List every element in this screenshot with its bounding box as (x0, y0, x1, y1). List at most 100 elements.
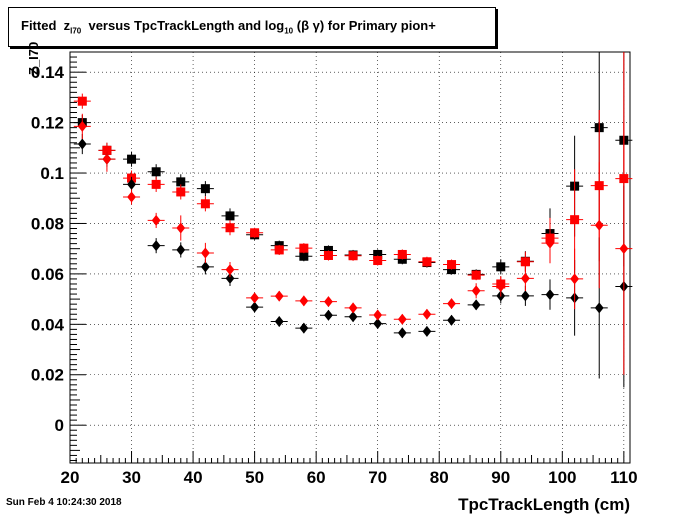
x-tick-label: 80 (430, 468, 449, 487)
grid (70, 52, 630, 463)
data-point-diamond (397, 327, 407, 339)
data-point-diamond (77, 138, 87, 150)
data-point-diamond (176, 222, 186, 234)
data-point-diamond (127, 178, 136, 190)
data-point-diamond (348, 302, 358, 314)
data-point-diamond (619, 243, 629, 255)
chart-title-box: Fitted zI70 versus TpcTrackLength and lo… (8, 7, 496, 47)
data-point-square (348, 251, 358, 261)
data-point-square (77, 96, 87, 106)
y-tick-label: 0.04 (31, 315, 65, 334)
data-point-square (447, 260, 457, 270)
data-point-diamond (324, 296, 333, 308)
data-point-square (373, 256, 383, 266)
data-point-square (373, 249, 383, 259)
data-point-diamond (176, 244, 186, 256)
x-tick-label: 100 (548, 468, 576, 487)
y-tick-label: 0 (55, 416, 64, 435)
data-point-diamond (151, 240, 161, 252)
data-point-diamond (250, 301, 260, 313)
y-tick-label: 0.06 (31, 265, 64, 284)
x-tick-label: 40 (184, 468, 203, 487)
data-point-diamond (200, 261, 210, 273)
data-point-square (127, 154, 137, 164)
data-point-square (496, 262, 506, 272)
title-suffix: (β γ) for Primary pion+ (293, 18, 436, 33)
y-axis-label: Z_I70 (26, 42, 41, 75)
data-point-square (299, 251, 309, 261)
data-point-square (250, 228, 260, 238)
data-point-diamond (594, 302, 604, 314)
data-point-square (151, 179, 161, 189)
data-point-diamond (496, 280, 506, 292)
data-point-diamond (127, 191, 136, 203)
data-point-diamond (151, 214, 161, 226)
data-point-diamond (373, 309, 383, 321)
data-point-diamond (225, 264, 235, 276)
x-tick-label: 110 (610, 468, 637, 487)
data-point-diamond (324, 309, 333, 321)
y-tick-label: 0.1 (40, 164, 64, 183)
x-tick-label: 30 (122, 468, 141, 487)
data-point-square (176, 177, 186, 187)
data-point-diamond (570, 273, 580, 285)
y-tick-label: 0.08 (31, 214, 64, 233)
data-point-diamond (545, 289, 555, 301)
data-point-square (200, 199, 210, 209)
data-point-diamond (422, 325, 432, 337)
timestamp-footer: Sun Feb 4 10:24:30 2018 (6, 497, 122, 508)
data-point-square (397, 249, 407, 259)
x-tick-label: 90 (491, 468, 510, 487)
x-tick-label: 50 (245, 468, 264, 487)
series-1 (73, 52, 633, 330)
data-point-diamond (200, 247, 210, 259)
data-point-diamond (520, 272, 530, 284)
data-point-diamond (422, 308, 432, 320)
data-point-diamond (594, 219, 604, 231)
title-middle: versus TpcTrackLength and log (81, 18, 285, 33)
data-point-square (274, 245, 284, 255)
x-axis-label: TpcTrackLength (cm) (458, 495, 630, 514)
data-point-diamond (447, 298, 456, 310)
axis-ticks: 20 30 40 50 60 70 80 90 100 110 0 0.02 0.04 0.06 0.08 0… (31, 56, 638, 487)
data-point-square (422, 257, 432, 267)
data-point-diamond (274, 290, 284, 302)
data-point-diamond (397, 313, 407, 325)
chart-title: Fitted zI70 versus TpcTrackLength and lo… (21, 18, 436, 36)
data-point-diamond (471, 299, 481, 311)
title-prefix: Fitted z (21, 18, 71, 33)
data-point-square (151, 167, 161, 177)
series-3 (73, 113, 633, 375)
data-point-square (520, 257, 530, 267)
title-subscript-i70: I70 (70, 26, 82, 36)
data-point-diamond (545, 237, 555, 249)
data-point-diamond (520, 290, 530, 302)
data-point-square (176, 187, 186, 197)
data-point-square (471, 270, 481, 280)
y-tick-label: 0.14 (31, 63, 65, 82)
x-tick-label: 70 (368, 468, 387, 487)
data-points (73, 52, 633, 388)
series-2 (73, 133, 633, 388)
data-point-diamond (299, 295, 309, 307)
data-point-diamond (274, 316, 284, 328)
data-point-diamond (373, 318, 383, 330)
data-point-diamond (447, 314, 456, 326)
data-point-square (570, 215, 580, 225)
data-point-diamond (102, 153, 112, 165)
y-tick-label: 0.12 (31, 114, 64, 133)
data-point-diamond (471, 285, 481, 297)
data-point-square (200, 184, 210, 194)
title-subscript-10: 10 (284, 26, 294, 36)
x-tick-label: 20 (61, 468, 80, 487)
data-point-diamond (299, 322, 309, 334)
data-point-square (225, 211, 235, 221)
data-point-diamond (77, 120, 87, 132)
data-point-square (299, 243, 309, 253)
data-point-square (225, 223, 235, 233)
plot-frame (69, 51, 631, 464)
data-point-diamond (225, 272, 235, 284)
x-tick-label: 60 (307, 468, 326, 487)
y-tick-label: 0.02 (31, 366, 64, 385)
